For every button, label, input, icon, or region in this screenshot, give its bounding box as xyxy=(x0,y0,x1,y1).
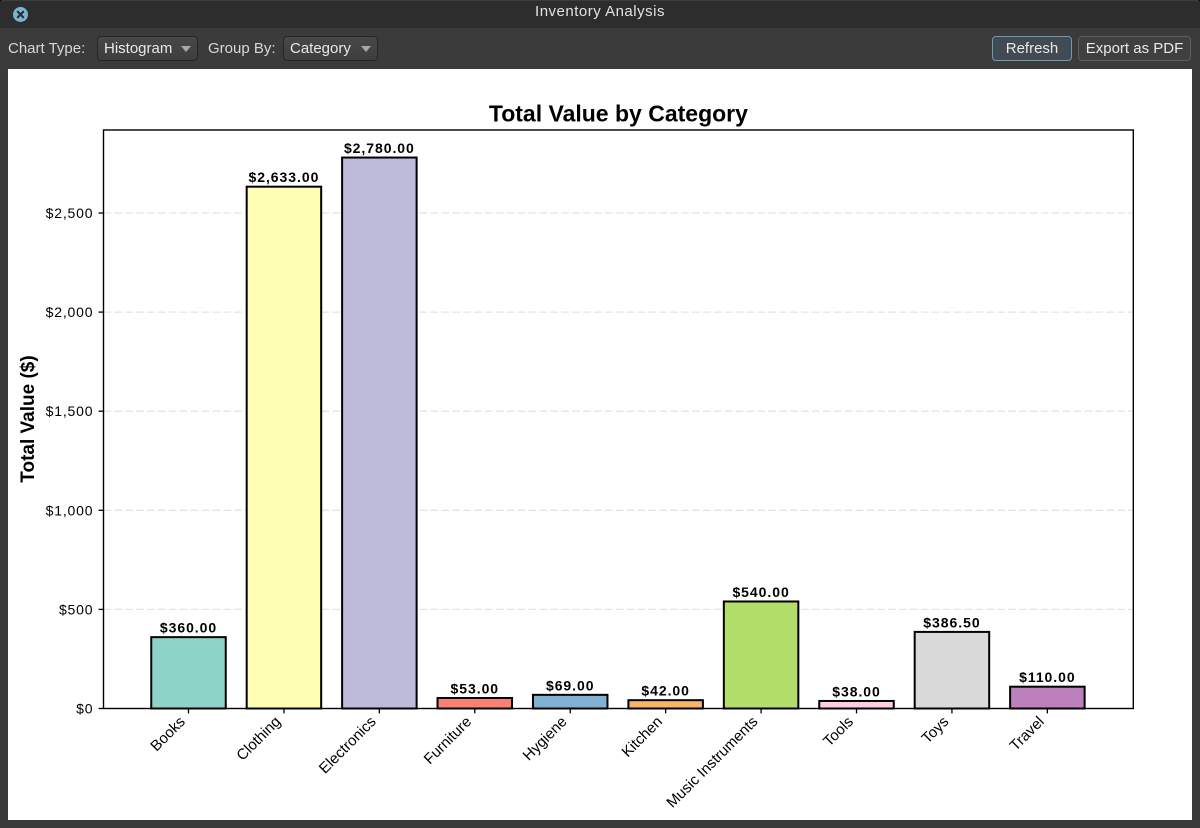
svg-text:Total Value by Category: Total Value by Category xyxy=(489,101,748,127)
svg-text:Furniture: Furniture xyxy=(421,713,475,767)
svg-text:Hygiene: Hygiene xyxy=(520,713,571,764)
svg-text:$1,500: $1,500 xyxy=(46,403,94,419)
svg-text:Books: Books xyxy=(147,713,189,755)
svg-text:$0: $0 xyxy=(76,701,93,717)
svg-text:$2,780.00: $2,780.00 xyxy=(344,140,415,156)
svg-text:Tools: Tools xyxy=(820,713,857,750)
svg-text:$38.00: $38.00 xyxy=(832,684,881,700)
svg-text:Travel: Travel xyxy=(1007,713,1048,754)
svg-text:$386.50: $386.50 xyxy=(923,614,980,630)
svg-text:$540.00: $540.00 xyxy=(732,584,789,600)
svg-text:$69.00: $69.00 xyxy=(546,677,595,693)
svg-text:$2,000: $2,000 xyxy=(46,304,94,320)
svg-text:Total Value ($): Total Value ($) xyxy=(18,355,39,482)
svg-text:Music Instruments: Music Instruments xyxy=(663,713,761,811)
svg-text:$42.00: $42.00 xyxy=(641,683,690,699)
svg-text:Electronics: Electronics xyxy=(316,713,380,777)
svg-text:Clothing: Clothing xyxy=(233,713,284,764)
svg-text:$2,633.00: $2,633.00 xyxy=(249,169,320,185)
svg-text:$360.00: $360.00 xyxy=(160,620,217,636)
svg-text:Kitchen: Kitchen xyxy=(619,713,666,760)
svg-text:$1,000: $1,000 xyxy=(46,502,94,518)
svg-text:$2,500: $2,500 xyxy=(46,205,94,221)
svg-text:$110.00: $110.00 xyxy=(1019,669,1075,685)
svg-text:$500: $500 xyxy=(59,601,93,617)
svg-text:Toys: Toys xyxy=(918,713,952,747)
svg-text:$53.00: $53.00 xyxy=(451,681,500,697)
